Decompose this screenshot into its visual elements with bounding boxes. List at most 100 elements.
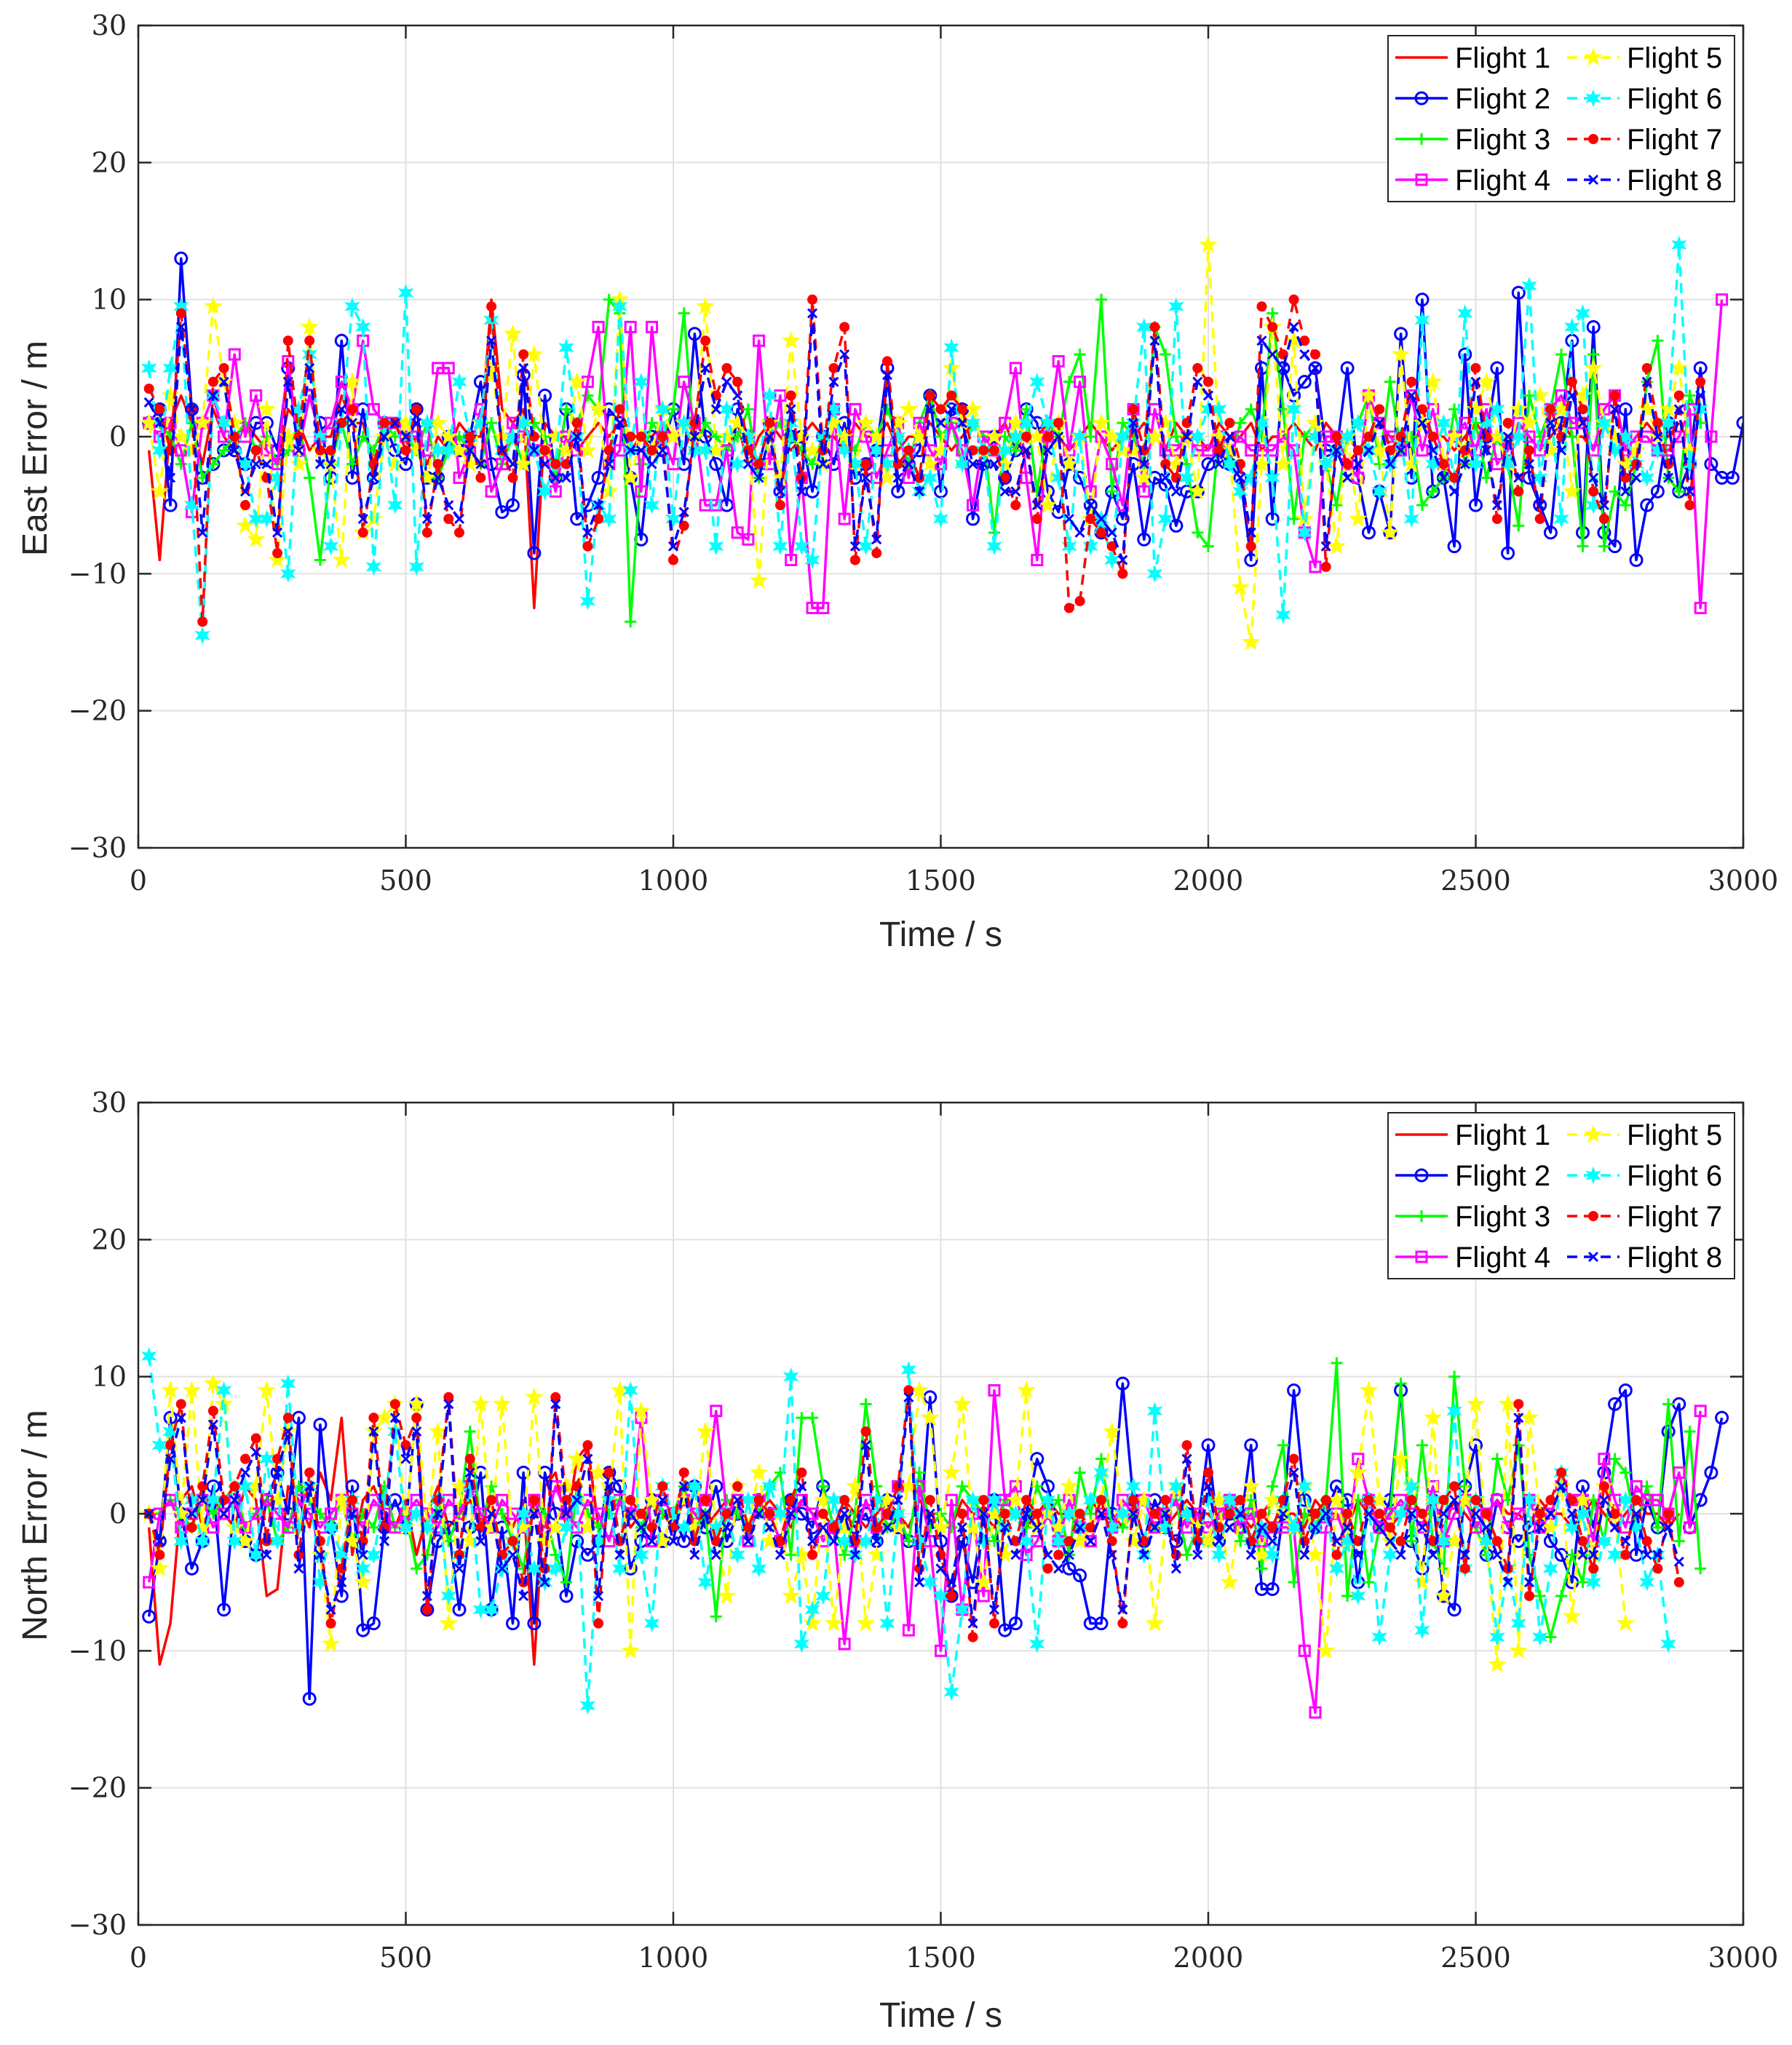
data-point: [143, 397, 154, 408]
data-point: [796, 1467, 807, 1478]
data-point: [1609, 390, 1620, 401]
data-point: [860, 458, 871, 469]
legend-item: Flight 5: [1567, 1119, 1722, 1151]
data-point: [1541, 1517, 1561, 1536]
data-point: [1331, 499, 1343, 512]
data-point: [1448, 1507, 1461, 1520]
data-point: [593, 1618, 604, 1629]
data-point: [978, 1495, 989, 1506]
data-point: [1007, 427, 1024, 446]
data-point: [218, 376, 229, 387]
data-point: [621, 1640, 640, 1659]
data-point: [1384, 1522, 1395, 1533]
data-point: [1128, 404, 1139, 415]
x-tick-label: 3000: [1708, 1942, 1779, 1974]
data-point: [304, 1467, 315, 1478]
legend-item: Flight 1: [1395, 1119, 1550, 1151]
data-point: [1052, 1494, 1065, 1506]
data-point: [717, 426, 737, 445]
data-point: [953, 1394, 972, 1413]
data-point: [935, 418, 946, 429]
data-point: [194, 626, 210, 645]
data-point: [1510, 1614, 1527, 1633]
data-point: [261, 1549, 272, 1560]
data-point: [1192, 362, 1203, 373]
data-point: [1673, 1577, 1684, 1588]
data-point: [1288, 513, 1300, 525]
data-point: [1071, 427, 1088, 446]
data-point: [452, 1603, 467, 1617]
data-point: [301, 345, 317, 364]
data-point: [485, 485, 498, 498]
legend-label: Flight 7: [1627, 1201, 1722, 1233]
data-point: [1521, 1490, 1537, 1509]
data-point: [560, 403, 572, 416]
data-point: [914, 486, 925, 497]
data-point: [271, 1507, 284, 1520]
data-point: [986, 537, 1002, 556]
data-point: [528, 1495, 539, 1506]
data-point: [817, 1509, 828, 1519]
data-point: [1566, 376, 1577, 387]
data-point: [732, 390, 743, 401]
data-point: [379, 418, 390, 429]
data-point: [550, 458, 561, 469]
data-point: [697, 441, 713, 460]
data-point: [931, 440, 951, 458]
legend-item: Flight 6: [1567, 83, 1722, 115]
data-point: [1200, 400, 1216, 418]
data-point: [428, 1421, 448, 1440]
data-point: [999, 416, 1012, 429]
data-point: [1160, 1495, 1171, 1506]
data-point: [1061, 537, 1077, 556]
data-point: [282, 1413, 293, 1423]
data-point: [667, 403, 679, 416]
data-point: [753, 1508, 764, 1520]
data-point: [1371, 482, 1387, 501]
data-point: [236, 515, 255, 534]
data-point: [175, 308, 186, 319]
data-point: [1288, 322, 1299, 333]
data-point: [1253, 413, 1270, 432]
data-point: [1417, 1509, 1427, 1519]
data-point: [282, 376, 293, 387]
data-point: [623, 1561, 638, 1576]
data-point: [1671, 235, 1687, 254]
data-point: [535, 1531, 555, 1549]
data-point: [1006, 1490, 1026, 1509]
data-point: [742, 1536, 753, 1546]
data-point: [1342, 1509, 1353, 1519]
data-point: [1427, 1549, 1438, 1560]
data-point: [592, 1507, 605, 1520]
legend-label: Flight 8: [1627, 164, 1722, 196]
legend-label: Flight 3: [1455, 124, 1550, 156]
data-point: [1106, 527, 1117, 538]
data-point: [946, 404, 957, 415]
data-point: [1106, 485, 1118, 498]
data-point: [357, 527, 368, 538]
data-point: [1299, 349, 1310, 360]
data-point: [507, 1536, 518, 1546]
data-point: [207, 1419, 218, 1430]
data-point: [1350, 413, 1366, 432]
data-point: [1106, 1549, 1117, 1560]
data-point: [856, 413, 876, 432]
data-point: [472, 1600, 489, 1619]
data-point: [207, 390, 218, 401]
data-point: [1106, 458, 1119, 471]
data-point: [1598, 514, 1609, 524]
data-point: [1306, 1545, 1325, 1563]
y-tick-label: 30: [92, 9, 127, 41]
legend-marker: [1414, 91, 1429, 106]
data-point: [710, 1549, 721, 1560]
data-point: [408, 1504, 424, 1523]
data-point: [1673, 430, 1686, 443]
data-point: [1673, 485, 1685, 498]
legend-item: Flight 8: [1567, 1242, 1722, 1274]
data-point: [999, 1509, 1010, 1519]
data-point: [817, 1522, 828, 1533]
data-point: [1244, 1438, 1258, 1453]
data-point: [1513, 1413, 1524, 1423]
data-point: [150, 481, 170, 500]
x-tick-label: 500: [379, 1942, 432, 1974]
